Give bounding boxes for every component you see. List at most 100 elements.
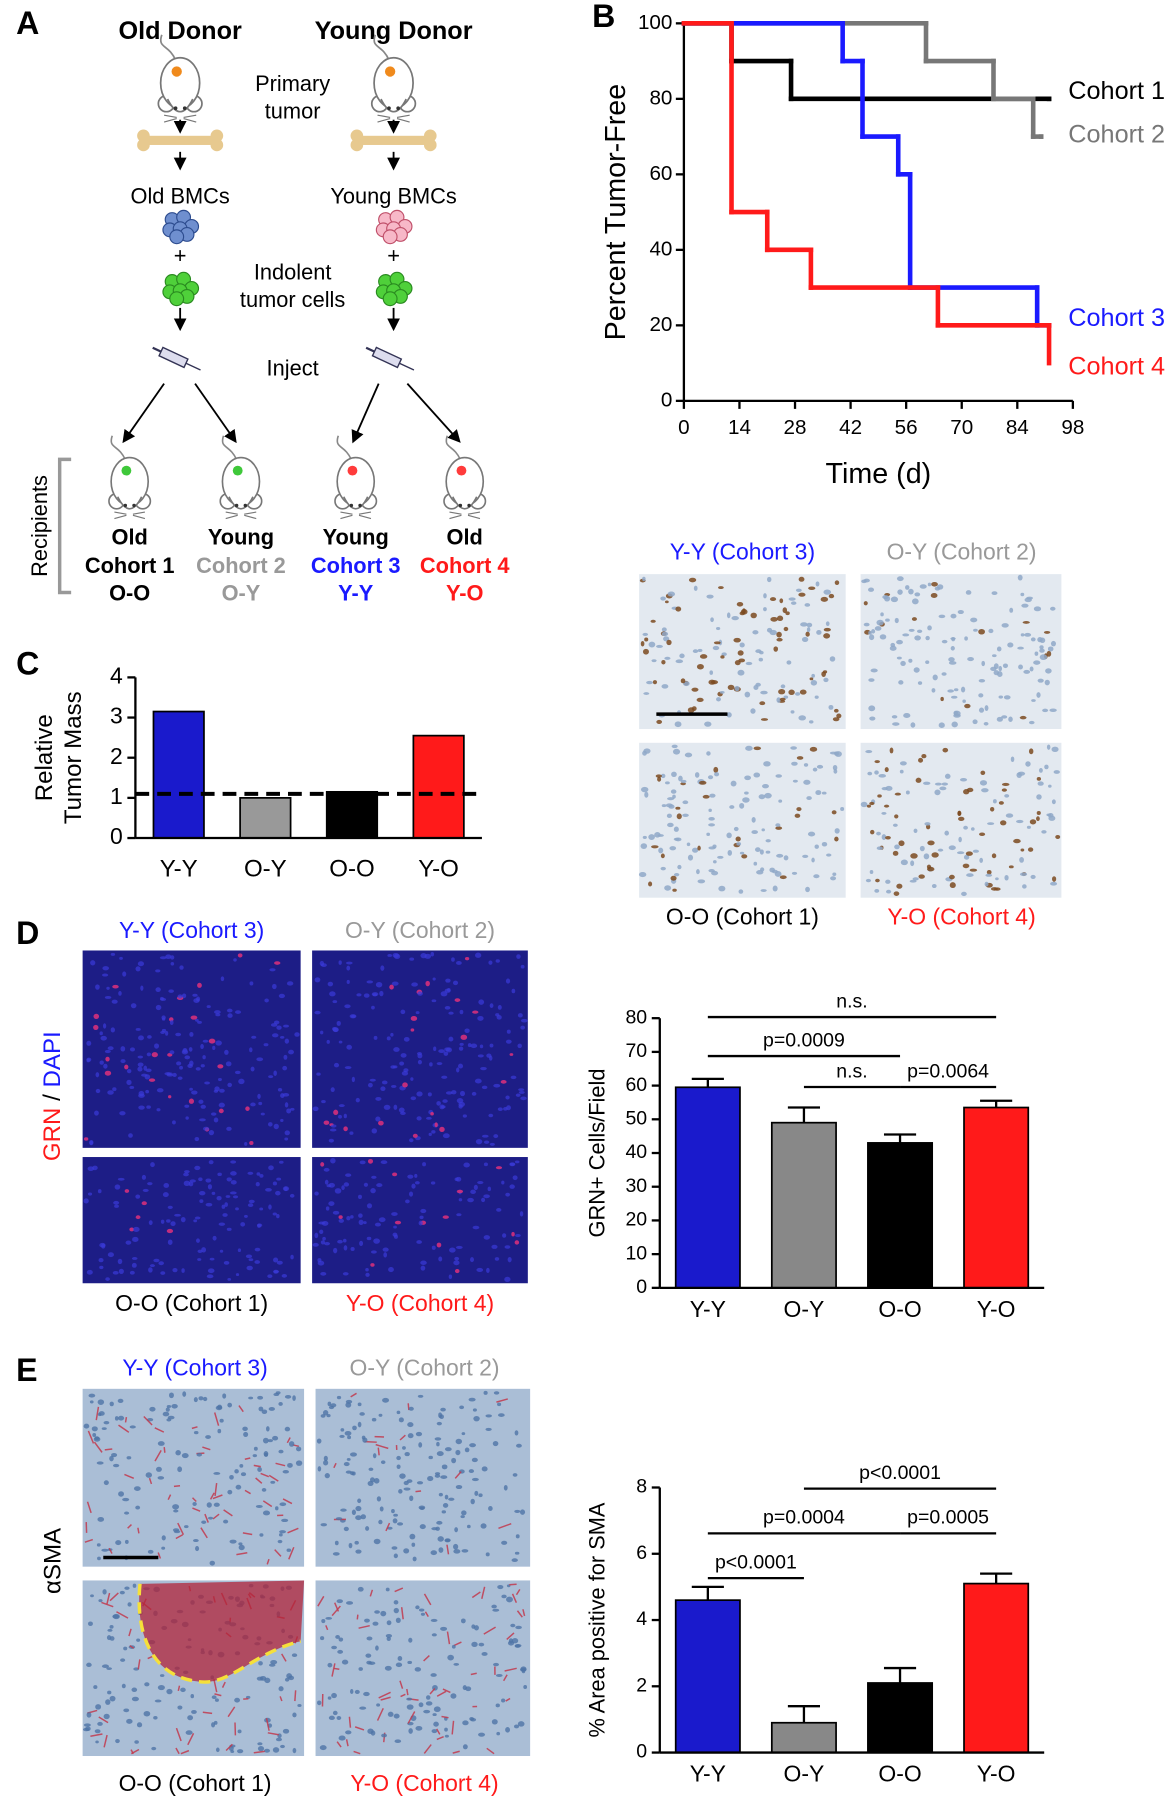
nucleus xyxy=(770,616,778,622)
nucleus xyxy=(276,1260,283,1265)
nucleus xyxy=(193,1397,198,1403)
sma-fiber xyxy=(124,1417,128,1423)
sma-fiber xyxy=(436,1728,441,1735)
nucleus xyxy=(693,585,698,591)
nucleus xyxy=(706,751,711,756)
nucleus xyxy=(155,1466,162,1472)
nucleus xyxy=(759,849,764,855)
nucleus xyxy=(682,800,689,805)
nucleus xyxy=(312,1242,319,1247)
nucleus xyxy=(407,1433,414,1439)
nucleus xyxy=(160,997,167,1001)
nucleus xyxy=(287,1462,293,1468)
nucleus xyxy=(655,774,662,778)
nucleus xyxy=(1028,748,1034,755)
nucleus xyxy=(816,630,822,635)
nucleus xyxy=(193,1219,198,1223)
nucleus xyxy=(995,877,999,881)
nucleus xyxy=(179,965,184,970)
sma-fiber xyxy=(191,1426,198,1430)
nucleus xyxy=(1041,830,1047,834)
nucleus xyxy=(718,885,726,892)
y-tick-label: 60 xyxy=(649,162,672,185)
bone-end xyxy=(137,138,150,152)
nucleus xyxy=(327,1662,333,1668)
nucleus xyxy=(111,1452,118,1458)
x-tick-label: Y-O xyxy=(977,1761,1016,1787)
nucleus xyxy=(226,1008,233,1013)
nucleus xyxy=(188,1181,194,1187)
nucleus xyxy=(276,1213,280,1219)
nucleus xyxy=(970,617,978,623)
nucleus xyxy=(399,1061,405,1066)
nucleus xyxy=(105,1699,111,1705)
sma-fiber xyxy=(154,1427,165,1433)
nucleus xyxy=(881,834,887,841)
nucleus xyxy=(337,1649,344,1654)
nucleus xyxy=(931,884,937,889)
y-axis-label: % Area positive for SMA xyxy=(585,1502,610,1737)
nucleus xyxy=(216,1195,222,1201)
nucleus xyxy=(436,1451,444,1457)
nucleus xyxy=(696,697,704,703)
nucleus xyxy=(95,1072,100,1078)
nucleus xyxy=(113,1200,120,1205)
x-tick-label: Y-Y xyxy=(160,856,198,883)
nucleus xyxy=(399,1473,406,1479)
nucleus xyxy=(375,1645,379,1651)
nucleus xyxy=(267,1439,274,1443)
nucleus xyxy=(431,999,437,1003)
nucleus xyxy=(83,1423,90,1429)
comparison-label: p=0.0009 xyxy=(763,1029,845,1051)
nucleus xyxy=(786,660,792,665)
nucleus xyxy=(332,1710,338,1716)
nucleus xyxy=(870,829,875,835)
nucleus xyxy=(727,684,735,691)
nucleus xyxy=(778,688,786,695)
nucleus xyxy=(344,1004,351,1009)
nucleus xyxy=(391,1546,398,1550)
mouse-eye xyxy=(132,503,136,508)
mouse-icon xyxy=(108,435,152,520)
nucleus xyxy=(706,594,714,599)
sma-fiber xyxy=(516,1610,523,1618)
nucleus xyxy=(451,1090,457,1095)
nucleus xyxy=(425,1701,433,1706)
nucleus xyxy=(815,581,820,587)
nucleus xyxy=(366,1636,373,1641)
nucleus xyxy=(291,1653,298,1658)
sma-fiber xyxy=(212,1513,220,1520)
micrograph xyxy=(638,742,846,898)
nucleus xyxy=(944,773,951,779)
nucleus xyxy=(511,988,516,994)
nucleus xyxy=(812,767,818,772)
nucleus xyxy=(358,1667,363,1671)
nucleus xyxy=(242,1426,248,1432)
comparison-label: p=0.0005 xyxy=(907,1507,989,1529)
nucleus xyxy=(442,1503,449,1508)
nucleus xyxy=(278,1401,283,1406)
mouse-icon xyxy=(334,435,378,520)
sma-fiber xyxy=(496,1398,508,1403)
nucleus xyxy=(953,710,961,717)
nucleus xyxy=(832,872,837,876)
sma-fiber xyxy=(515,1588,521,1596)
nucleus xyxy=(471,1641,478,1647)
nucleus xyxy=(269,968,276,972)
nucleus xyxy=(772,885,778,892)
nucleus xyxy=(821,791,827,795)
nucleus xyxy=(455,1485,463,1490)
nucleus xyxy=(207,1184,213,1190)
nucleus xyxy=(438,1492,443,1497)
nucleus xyxy=(997,671,1003,678)
nucleus xyxy=(368,1467,374,1471)
nucleus xyxy=(135,1028,141,1031)
nucleus xyxy=(451,957,455,962)
nucleus xyxy=(400,1053,407,1058)
nucleus xyxy=(430,1673,437,1677)
nucleus xyxy=(376,1703,381,1707)
nucleus xyxy=(177,1705,183,1710)
nucleus xyxy=(984,705,989,711)
nucleus xyxy=(96,1461,104,1465)
nucleus xyxy=(118,991,122,996)
